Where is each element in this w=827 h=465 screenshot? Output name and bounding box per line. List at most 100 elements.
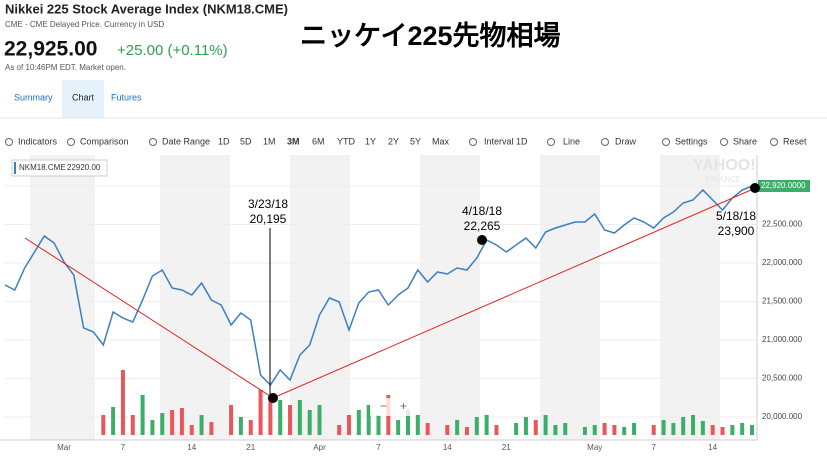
annotation-value: 23,900	[718, 224, 755, 238]
toolbar-item[interactable]: Share	[733, 136, 757, 146]
volume-bar	[740, 423, 745, 435]
subtitle: CME - CME Delayed Price. Currency in USD	[5, 20, 164, 29]
watermark-sub: FINANCE	[706, 175, 741, 184]
volume-bar	[494, 425, 499, 435]
legend: NKM18.CME	[19, 163, 66, 172]
volume-bar	[268, 395, 273, 435]
arrow	[272, 189, 752, 399]
toolbar-item[interactable]: 2Y	[388, 136, 399, 146]
toolbar-item[interactable]: Indicators	[18, 136, 58, 146]
legend-value: 22920.00	[67, 163, 101, 172]
tab-active-bg	[62, 80, 104, 118]
volume-bar	[622, 427, 627, 435]
volume-bar	[307, 410, 312, 435]
band	[540, 155, 600, 440]
volume-bar	[376, 415, 381, 435]
volume-bar	[553, 425, 558, 435]
annotation-dot	[477, 235, 487, 245]
toolbar-item[interactable]: Max	[432, 136, 450, 146]
volume-bar	[229, 405, 234, 435]
volume-bar	[130, 415, 135, 435]
toolbar-icon	[662, 138, 670, 146]
volume-bar	[347, 415, 352, 435]
as-of: As of 10:46PM EDT. Market open.	[5, 63, 126, 72]
annotation-value: 22,265	[464, 219, 501, 233]
x-tick-label: 7	[376, 443, 381, 452]
toolbar-item[interactable]: 5Y	[410, 136, 421, 146]
volume-bar	[523, 417, 528, 435]
toolbar-item[interactable]: Reset	[783, 136, 807, 146]
zoom-out[interactable]: −	[380, 399, 387, 413]
toolbar-item[interactable]: 1M	[263, 136, 276, 146]
toolbar-item[interactable]: 1Y	[365, 136, 376, 146]
volume-bar	[730, 425, 735, 435]
x-tick-label: 21	[502, 443, 511, 452]
x-tick-label: 7	[651, 443, 656, 452]
annotation-dot	[750, 183, 760, 193]
volume-bar	[592, 425, 597, 435]
toolbar-item[interactable]: Interval 1D	[484, 136, 528, 146]
x-tick-label: 21	[246, 443, 255, 452]
volume-bar	[651, 425, 656, 435]
volume-bar	[484, 415, 489, 435]
volume-bar	[170, 410, 175, 435]
volume-bar	[111, 407, 116, 435]
y-tick-label: 20,500.000	[762, 374, 803, 383]
volume-bar	[189, 425, 194, 435]
toolbar-item[interactable]: Line	[563, 136, 580, 146]
x-tick-label: 7	[121, 443, 126, 452]
toolbar-item[interactable]: Settings	[675, 136, 708, 146]
volume-bar	[199, 415, 204, 435]
volume-bar	[612, 425, 617, 435]
volume-bar	[632, 423, 637, 435]
toolbar-item[interactable]: YTD	[337, 136, 356, 146]
x-tick-label: Apr	[313, 443, 326, 452]
volume-bar	[661, 420, 666, 435]
zoom-box	[370, 398, 415, 416]
volume-bar	[582, 427, 587, 435]
title: Nikkei 225 Stock Average Index (NKM18.CM…	[5, 1, 288, 16]
volume-bar	[415, 415, 420, 435]
y-tick-label: 21,000.000	[762, 335, 803, 344]
x-tick-label: 14	[443, 443, 452, 452]
annotation-value: 20,195	[250, 212, 287, 226]
annotation-date: 5/18/18	[716, 209, 756, 223]
tab[interactable]: Futures	[111, 92, 142, 102]
toolbar-item[interactable]: Draw	[615, 136, 637, 146]
volume-bar	[209, 422, 214, 435]
toolbar-icon	[770, 138, 778, 146]
tab[interactable]: Chart	[72, 92, 95, 102]
volume-bar	[317, 405, 322, 435]
annotation-date: 3/23/18	[248, 197, 288, 211]
y-tick-label: 20,000.000	[762, 412, 803, 421]
volume-bar	[563, 423, 568, 435]
toolbar-icon	[5, 138, 13, 146]
volume-bar	[160, 413, 165, 435]
annotation-date: 4/18/18	[462, 204, 502, 218]
volume-bar	[288, 405, 293, 435]
volume-bar	[691, 415, 696, 435]
x-tick-label: Mar	[57, 443, 71, 452]
volume-bar	[258, 390, 263, 435]
toolbar-icon	[720, 138, 728, 146]
price: 22,925.00	[4, 38, 97, 61]
x-tick-label: May	[587, 443, 602, 452]
toolbar-item[interactable]: 1D	[218, 136, 230, 146]
toolbar-item[interactable]: Date Range	[162, 136, 210, 146]
volume-bar	[179, 408, 184, 435]
zoom-in[interactable]: +	[400, 399, 407, 413]
legend-swatch	[14, 162, 16, 174]
last-price: 22,920.0000	[761, 181, 806, 190]
volume-bar	[514, 423, 519, 435]
tab[interactable]: Summary	[14, 92, 53, 102]
legend-box	[11, 159, 108, 177]
band	[660, 155, 720, 440]
toolbar-item[interactable]: 6M	[312, 136, 325, 146]
volume-bar	[671, 423, 676, 435]
band	[160, 155, 230, 440]
toolbar-item[interactable]: 3M	[287, 136, 300, 146]
toolbar-item[interactable]: 5D	[240, 136, 252, 146]
toolbar-item[interactable]: Comparison	[80, 136, 129, 146]
volume-bar	[602, 423, 607, 435]
volume-bar	[710, 425, 715, 435]
